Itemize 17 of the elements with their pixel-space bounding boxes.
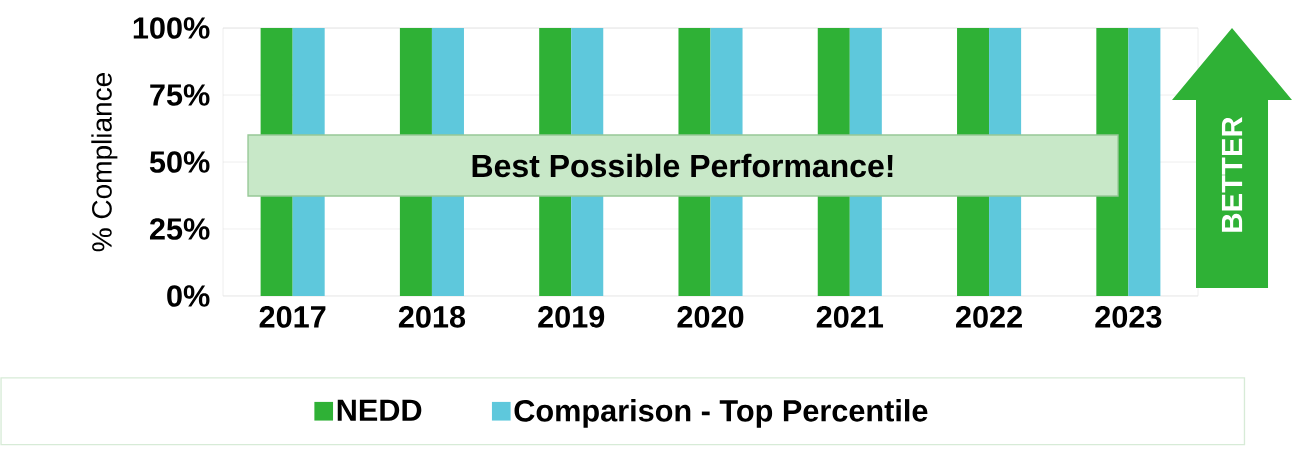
x-tick-label: 2022: [956, 306, 1022, 328]
y-tick-label: 75%: [150, 84, 210, 106]
legend-label: NEDD: [337, 399, 422, 421]
y-axis-title: % Compliance: [91, 73, 118, 252]
x-tick-label: 2020: [677, 306, 744, 328]
y-tick-label: 100%: [133, 17, 210, 39]
x-tick-label: 2017: [259, 306, 326, 328]
x-tick-label: 2021: [816, 306, 884, 328]
y-tick-label: 0%: [167, 285, 210, 307]
x-tick-label: 2023: [1095, 306, 1162, 328]
x-tick-label: 2019: [538, 306, 605, 328]
annotation: Best Possible Performance!: [472, 153, 893, 178]
text: BETTER: [1221, 116, 1243, 232]
y-tick-label: 25%: [149, 218, 210, 240]
legend-label: Comparison - Top Percentile: [514, 399, 928, 428]
x-tick-label: 2018: [398, 306, 466, 328]
y-tick-label: 50%: [149, 151, 210, 173]
